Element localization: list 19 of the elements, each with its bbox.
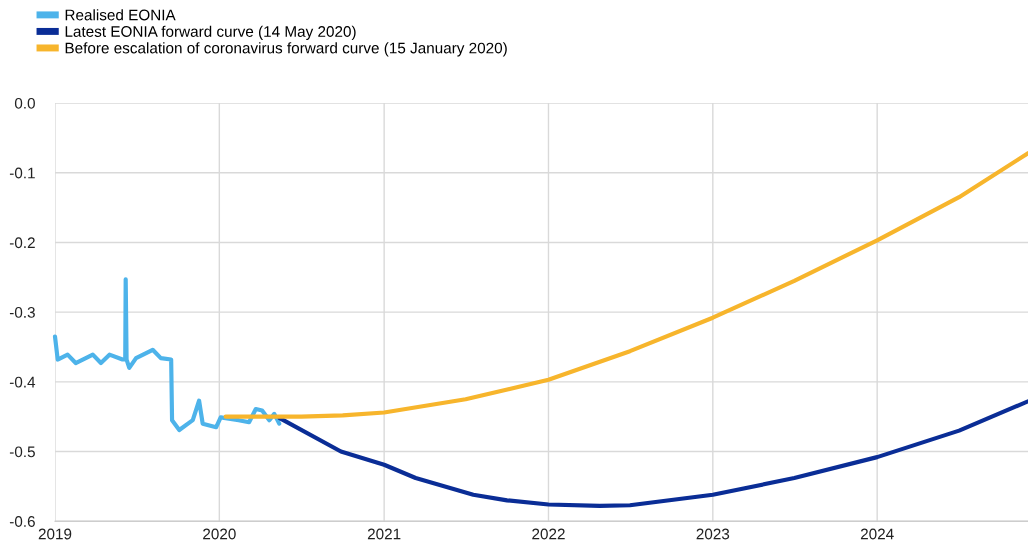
y-tick-label: -0.6 bbox=[9, 516, 35, 527]
y-tick-label: -0.5 bbox=[9, 446, 35, 458]
y-tick-label: -0.4 bbox=[9, 376, 36, 388]
x-tick-label: 2019 bbox=[38, 528, 72, 540]
x-tick-label: 2023 bbox=[696, 528, 730, 540]
x-tick-label: 2024 bbox=[860, 528, 894, 540]
legend-label: Realised EONIA bbox=[65, 9, 176, 21]
line-series bbox=[277, 399, 1028, 508]
x-tick-label: 2020 bbox=[203, 528, 236, 540]
x-tick-label: 2022 bbox=[532, 528, 565, 540]
x-tick-label: 2021 bbox=[367, 528, 401, 540]
legend-label: Latest EONIA forward curve (14 May 2020) bbox=[65, 25, 356, 40]
y-tick-label: -0.1 bbox=[9, 167, 35, 179]
line-series bbox=[52, 277, 282, 433]
y-tick-label: 0.0 bbox=[14, 97, 35, 109]
line-series bbox=[223, 151, 1028, 419]
legend-label: Before escalation of coronavirus forward curve (15 January 2020) bbox=[65, 42, 507, 57]
y-tick-label: -0.3 bbox=[9, 307, 35, 318]
y-tick-label: -0.2 bbox=[9, 237, 35, 249]
